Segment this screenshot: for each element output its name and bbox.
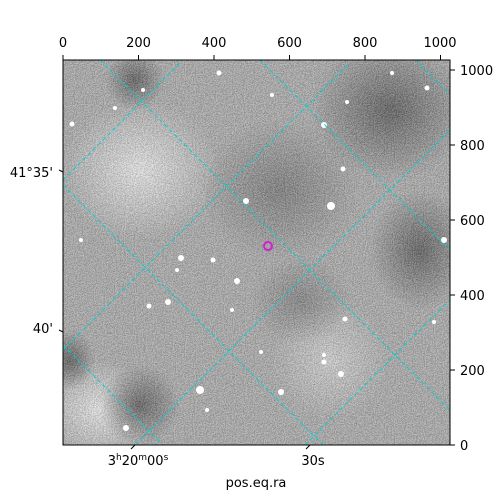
ra-hours-unit: h xyxy=(116,453,122,463)
bottom-axis xyxy=(130,444,311,450)
x-axis-title: pos.eq.ra xyxy=(226,476,287,491)
ra-minutes-unit: m xyxy=(138,453,147,463)
right-tick-label: 800 xyxy=(460,139,485,154)
top-tick-label: 800 xyxy=(353,36,378,51)
ra-tick-label: 30s xyxy=(301,454,325,469)
right-tick-label: 0 xyxy=(460,439,468,454)
right-tick-label: 400 xyxy=(460,289,485,304)
right-tick-label: 600 xyxy=(460,214,485,229)
top-axis xyxy=(62,55,441,60)
ra-minutes: 20 xyxy=(122,454,139,469)
top-tick-label: 0 xyxy=(59,36,67,51)
right-tick-label: 200 xyxy=(460,364,485,379)
dec-tick-label: 40' xyxy=(33,322,53,337)
plot-frame xyxy=(62,59,451,446)
left-axis xyxy=(58,169,64,333)
ra-seconds: 00 xyxy=(147,454,164,469)
target-marker xyxy=(263,241,273,251)
top-tick-label: 600 xyxy=(277,36,302,51)
coordinate-grid xyxy=(63,60,450,445)
ra-seconds-unit: s xyxy=(164,453,169,463)
right-axis xyxy=(450,69,455,446)
right-tick-label: 1000 xyxy=(460,64,493,79)
star-field xyxy=(69,70,447,431)
ra-hours: 3 xyxy=(108,454,116,469)
top-tick-label: 400 xyxy=(202,36,227,51)
sky-image xyxy=(63,60,450,445)
top-tick-label: 200 xyxy=(126,36,151,51)
ra-tick-label: 3h20m00s xyxy=(108,453,169,469)
dec-tick-label: 41°35' xyxy=(10,166,53,181)
top-tick-label: 1000 xyxy=(423,36,456,51)
